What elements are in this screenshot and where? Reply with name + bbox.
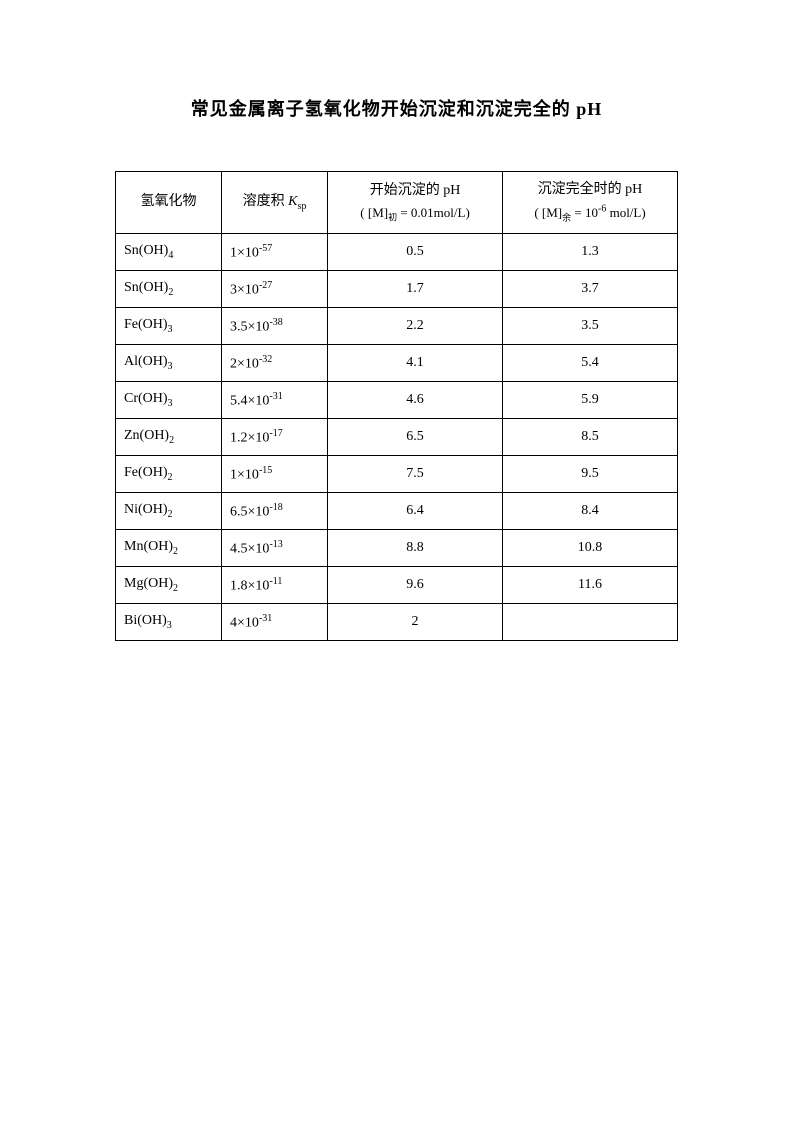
cell-ph-complete: 11.6 bbox=[503, 567, 678, 604]
table-row: Cr(OH)35.4×10-314.65.9 bbox=[116, 382, 678, 419]
cell-ksp: 1.8×10-11 bbox=[222, 567, 328, 604]
header-ph-complete: 沉淀完全时的 pH ( [M]余 = 10-6 mol/L) bbox=[503, 172, 678, 234]
cell-hydroxide: Sn(OH)4 bbox=[116, 234, 222, 271]
page-title: 常见金属离子氢氧化物开始沉淀和沉淀完全的 pH bbox=[115, 95, 678, 121]
cell-ksp: 4×10-31 bbox=[222, 604, 328, 641]
table-row: Ni(OH)26.5×10-186.48.4 bbox=[116, 493, 678, 530]
cell-ksp: 1×10-15 bbox=[222, 456, 328, 493]
cell-ph-complete: 10.8 bbox=[503, 530, 678, 567]
cell-ksp: 1.2×10-17 bbox=[222, 419, 328, 456]
cell-ph-start: 7.5 bbox=[328, 456, 503, 493]
cell-ksp: 3×10-27 bbox=[222, 271, 328, 308]
table-body: Sn(OH)41×10-570.51.3Sn(OH)23×10-271.73.7… bbox=[116, 234, 678, 641]
cell-ph-start: 6.4 bbox=[328, 493, 503, 530]
cell-hydroxide: Mg(OH)2 bbox=[116, 567, 222, 604]
cell-ph-start: 9.6 bbox=[328, 567, 503, 604]
table-row: Sn(OH)41×10-570.51.3 bbox=[116, 234, 678, 271]
cell-hydroxide: Al(OH)3 bbox=[116, 345, 222, 382]
cell-ph-complete: 8.5 bbox=[503, 419, 678, 456]
table-row: Bi(OH)34×10-312 bbox=[116, 604, 678, 641]
cell-ph-complete: 5.9 bbox=[503, 382, 678, 419]
cell-ph-start: 1.7 bbox=[328, 271, 503, 308]
table-row: Mg(OH)21.8×10-119.611.6 bbox=[116, 567, 678, 604]
cell-ph-complete: 8.4 bbox=[503, 493, 678, 530]
header-ph-start: 开始沉淀的 pH ( [M]初 = 0.01mol/L) bbox=[328, 172, 503, 234]
table-row: Zn(OH)21.2×10-176.58.5 bbox=[116, 419, 678, 456]
cell-ph-complete: 9.5 bbox=[503, 456, 678, 493]
header-ksp: 溶度积 Ksp bbox=[222, 172, 328, 234]
cell-hydroxide: Sn(OH)2 bbox=[116, 271, 222, 308]
table-row: Al(OH)32×10-324.15.4 bbox=[116, 345, 678, 382]
table-row: Fe(OH)33.5×10-382.23.5 bbox=[116, 308, 678, 345]
hydroxide-ph-table: 氢氧化物 溶度积 Ksp 开始沉淀的 pH ( [M]初 = 0.01mol/L… bbox=[115, 171, 678, 641]
cell-ksp: 2×10-32 bbox=[222, 345, 328, 382]
cell-ksp: 4.5×10-13 bbox=[222, 530, 328, 567]
cell-hydroxide: Zn(OH)2 bbox=[116, 419, 222, 456]
cell-ph-start: 4.6 bbox=[328, 382, 503, 419]
cell-ksp: 5.4×10-31 bbox=[222, 382, 328, 419]
cell-hydroxide: Fe(OH)2 bbox=[116, 456, 222, 493]
cell-ksp: 3.5×10-38 bbox=[222, 308, 328, 345]
cell-hydroxide: Ni(OH)2 bbox=[116, 493, 222, 530]
cell-ph-complete bbox=[503, 604, 678, 641]
header-hydroxide: 氢氧化物 bbox=[116, 172, 222, 234]
cell-ph-start: 2.2 bbox=[328, 308, 503, 345]
cell-ph-start: 8.8 bbox=[328, 530, 503, 567]
cell-hydroxide: Mn(OH)2 bbox=[116, 530, 222, 567]
cell-ksp: 6.5×10-18 bbox=[222, 493, 328, 530]
table-header-row: 氢氧化物 溶度积 Ksp 开始沉淀的 pH ( [M]初 = 0.01mol/L… bbox=[116, 172, 678, 234]
cell-ph-start: 4.1 bbox=[328, 345, 503, 382]
cell-ksp: 1×10-57 bbox=[222, 234, 328, 271]
cell-ph-start: 2 bbox=[328, 604, 503, 641]
cell-hydroxide: Fe(OH)3 bbox=[116, 308, 222, 345]
table-row: Fe(OH)21×10-157.59.5 bbox=[116, 456, 678, 493]
table-row: Sn(OH)23×10-271.73.7 bbox=[116, 271, 678, 308]
table-row: Mn(OH)24.5×10-138.810.8 bbox=[116, 530, 678, 567]
cell-ph-start: 0.5 bbox=[328, 234, 503, 271]
cell-hydroxide: Cr(OH)3 bbox=[116, 382, 222, 419]
cell-ph-complete: 1.3 bbox=[503, 234, 678, 271]
cell-ph-start: 6.5 bbox=[328, 419, 503, 456]
cell-ph-complete: 5.4 bbox=[503, 345, 678, 382]
cell-hydroxide: Bi(OH)3 bbox=[116, 604, 222, 641]
cell-ph-complete: 3.7 bbox=[503, 271, 678, 308]
cell-ph-complete: 3.5 bbox=[503, 308, 678, 345]
